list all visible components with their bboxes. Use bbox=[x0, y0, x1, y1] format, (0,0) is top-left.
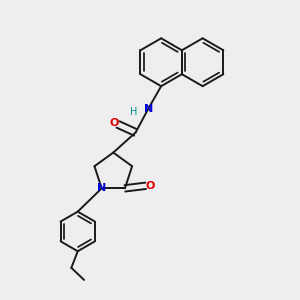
Text: O: O bbox=[146, 181, 155, 191]
Text: N: N bbox=[97, 183, 106, 193]
Text: O: O bbox=[109, 118, 119, 128]
Text: H: H bbox=[130, 107, 138, 117]
Text: N: N bbox=[144, 103, 153, 113]
